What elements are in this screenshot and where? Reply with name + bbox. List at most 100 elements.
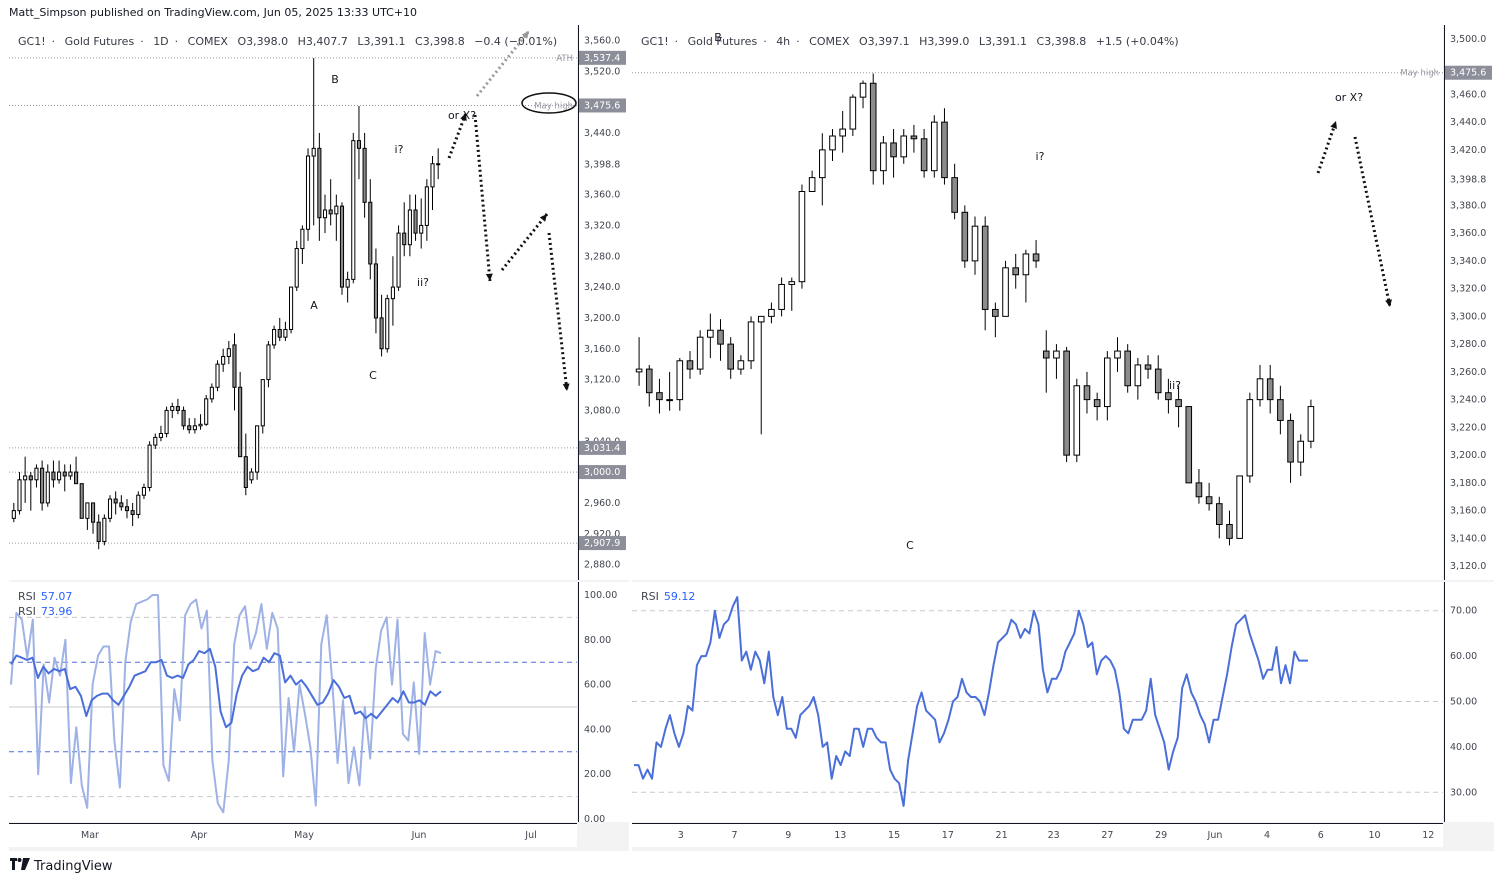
svg-text:Jul: Jul: [524, 830, 536, 841]
legend-symbol[interactable]: GC1!: [18, 35, 46, 48]
right-rsi-chart: [632, 596, 1443, 807]
svg-text:3,560.0: 3,560.0: [584, 35, 620, 46]
right-rsi-axis-scale: 70.00 60.00 50.00 40.00 30.00: [1444, 582, 1477, 822]
left-rsi-axis-scale: 100.00 80.00 60.00 40.00 20.00 0.00: [578, 582, 617, 825]
svg-text:3,500.0: 3,500.0: [1450, 34, 1486, 45]
svg-text:3,380.0: 3,380.0: [1450, 200, 1486, 211]
rsi-value: 59.12: [663, 590, 696, 603]
svg-text:or X?: or X?: [1335, 91, 1363, 104]
svg-text:C: C: [906, 539, 914, 552]
svg-text:23: 23: [1048, 830, 1060, 841]
legend-name: Gold Futures: [687, 35, 758, 48]
legend-low: L3,391.1: [978, 35, 1028, 48]
right-price-chart: May high B Ci? ii? or X?: [632, 31, 1443, 552]
svg-text:40.00: 40.00: [1450, 742, 1477, 753]
svg-text:May: May: [294, 830, 314, 841]
svg-text:10: 10: [1369, 830, 1381, 841]
legend-change: +1.5 (+0.04%): [1095, 35, 1179, 48]
svg-text:3,475.6: 3,475.6: [1450, 68, 1486, 79]
left-price-axis-scale: 3,560.0 3,520.0 3,440.0 3,360.0 3,320.0 3,280…: [578, 25, 626, 580]
svg-text:May high: May high: [1400, 69, 1439, 79]
right-time-axis[interactable]: 3 7 9 13 15 17 21 23 27 29 Jun 4 6 10 12: [632, 823, 1443, 847]
svg-text:3,200.0: 3,200.0: [584, 313, 620, 324]
svg-text:0.00: 0.00: [584, 814, 605, 822]
right-price-axis[interactable]: 3,500.0 3,460.0 3,440.0 3,420.0 3,380.0 3,360…: [1444, 25, 1494, 580]
svg-text:30.00: 30.00: [1450, 787, 1477, 798]
legend-high: H3,407.7: [297, 35, 348, 48]
svg-text:3,240.0: 3,240.0: [1450, 395, 1486, 406]
left-rsi-chart: [9, 594, 577, 814]
right-rsi-axis[interactable]: 70.00 60.00 50.00 40.00 30.00: [1444, 582, 1494, 822]
svg-text:3,240.0: 3,240.0: [584, 282, 620, 293]
svg-text:B: B: [331, 73, 339, 86]
left-time-axis[interactable]: Mar Apr May Jun Jul: [9, 823, 577, 847]
svg-text:A: A: [310, 299, 318, 312]
publisher-line: Matt_Simpson published on TradingView.co…: [9, 6, 418, 19]
svg-text:3,520.0: 3,520.0: [584, 66, 620, 77]
rsi-label: RSI: [641, 590, 659, 603]
legend-open: O3,398.0: [237, 35, 289, 48]
legend-close: C3,398.8: [1036, 35, 1087, 48]
svg-text:3,537.4: 3,537.4: [584, 53, 620, 64]
svg-text:3,260.0: 3,260.0: [1450, 367, 1486, 378]
svg-text:3,140.0: 3,140.0: [1450, 533, 1486, 544]
svg-text:Apr: Apr: [191, 830, 208, 841]
svg-text:13: 13: [834, 830, 846, 841]
svg-text:3,080.0: 3,080.0: [584, 405, 620, 416]
legend-open: O3,397.1: [859, 35, 910, 48]
svg-text:100.00: 100.00: [584, 590, 617, 601]
svg-text:3,360.0: 3,360.0: [1450, 228, 1486, 239]
svg-text:2,960.0: 2,960.0: [584, 498, 620, 509]
rsi-value: 57.07: [40, 590, 73, 603]
legend-change: −0.4 (−0.01%): [474, 35, 558, 48]
svg-text:3,360.0: 3,360.0: [584, 190, 620, 201]
svg-text:15: 15: [888, 830, 900, 841]
svg-text:3,000.0: 3,000.0: [584, 467, 620, 478]
svg-text:3,398.8: 3,398.8: [1450, 174, 1486, 185]
legend-symbol[interactable]: GC1!: [641, 35, 669, 48]
svg-text:9: 9: [785, 830, 791, 841]
svg-text:20.00: 20.00: [584, 769, 611, 780]
svg-text:3,440.0: 3,440.0: [1450, 117, 1486, 128]
left-price-axis[interactable]: 3,560.0 3,520.0 3,440.0 3,360.0 3,320.0 3,280…: [578, 25, 629, 580]
svg-text:40.00: 40.00: [584, 724, 611, 735]
svg-text:ii?: ii?: [417, 276, 429, 289]
right-time-axis-scale: 3 7 9 13 15 17 21 23 27 29 Jun 4 6 10 12: [632, 823, 1443, 841]
svg-text:6: 6: [1318, 830, 1324, 841]
legend-timeframe[interactable]: 4h: [776, 35, 791, 48]
legend-exchange: COMEX: [187, 35, 228, 48]
tradingview-logo-text: TradingView: [34, 858, 113, 874]
right-rsi-legend: RSI 59.12: [641, 590, 695, 603]
svg-text:29: 29: [1155, 830, 1167, 841]
svg-text:3,460.0: 3,460.0: [1450, 89, 1486, 100]
svg-text:3,120.0: 3,120.0: [584, 375, 620, 386]
svg-text:17: 17: [942, 830, 954, 841]
svg-text:2,907.9: 2,907.9: [584, 538, 620, 549]
tradingview-footer[interactable]: TradingView: [10, 858, 113, 874]
right-rsi-pane[interactable]: RSI 59.12: [632, 582, 1443, 822]
left-price-chart: ATH May high B A Ci? ii? or X?: [9, 30, 577, 550]
svg-text:12: 12: [1422, 830, 1434, 841]
svg-text:3,398.8: 3,398.8: [584, 160, 620, 171]
svg-text:70.00: 70.00: [1450, 606, 1477, 617]
svg-text:3: 3: [678, 830, 684, 841]
svg-text:3,440.0: 3,440.0: [584, 128, 620, 139]
left-rsi-axis[interactable]: 100.00 80.00 60.00 40.00 20.00 0.00: [578, 582, 629, 825]
svg-text:2,920.0: 2,920.0: [584, 529, 620, 540]
svg-text:B: B: [714, 31, 722, 44]
legend-low: L3,391.1: [357, 35, 406, 48]
svg-text:3,120.0: 3,120.0: [1450, 561, 1486, 572]
svg-text:4: 4: [1264, 830, 1270, 841]
rsi-label: RSI: [18, 605, 36, 618]
svg-text:i?: i?: [1036, 150, 1045, 163]
svg-text:Jun: Jun: [411, 830, 427, 841]
svg-text:3,320.0: 3,320.0: [584, 220, 620, 231]
left-rsi-pane[interactable]: RSI 57.07 RSI 73.96: [9, 582, 577, 822]
left-chart-legend: GC1! · Gold Futures · 1D · COMEX O3,398.0 H…: [18, 35, 558, 48]
legend-timeframe[interactable]: 1D: [153, 35, 169, 48]
svg-text:2,880.0: 2,880.0: [584, 560, 620, 571]
svg-text:3,160.0: 3,160.0: [1450, 506, 1486, 517]
